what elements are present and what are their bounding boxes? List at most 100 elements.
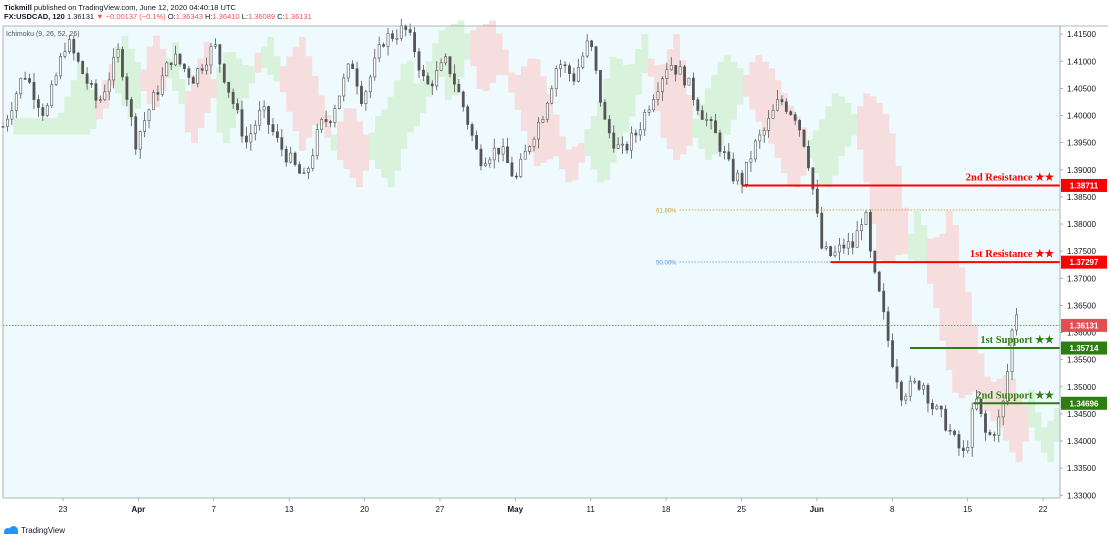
candle <box>249 133 253 143</box>
y-tick-label: 1.40500 <box>1067 84 1096 93</box>
cloud-segment <box>616 58 623 146</box>
cloud-segment <box>292 46 300 132</box>
candle <box>767 117 771 131</box>
candle <box>76 52 80 62</box>
candle <box>1010 329 1014 372</box>
candle <box>621 143 624 146</box>
cloud-segment <box>337 121 344 160</box>
cloud-segment <box>571 146 579 181</box>
candle <box>116 49 120 58</box>
x-tick-label: 11 <box>587 505 596 514</box>
candle <box>665 69 669 79</box>
candle <box>599 70 602 103</box>
candle <box>581 55 585 68</box>
cloud-segment <box>457 20 465 78</box>
candle <box>125 76 129 100</box>
candle <box>802 129 806 147</box>
candle <box>479 148 483 167</box>
cloud-segment <box>134 61 141 109</box>
cloud-segment <box>685 95 693 146</box>
high-value: 1.36410 <box>212 12 240 21</box>
candle <box>205 64 208 71</box>
cloud-segment <box>38 118 46 135</box>
cloud-segment <box>70 80 78 135</box>
candle <box>200 68 204 71</box>
candle <box>1001 400 1005 418</box>
candle <box>661 78 664 93</box>
candle <box>616 144 620 149</box>
x-tick-label: 27 <box>435 505 444 514</box>
x-tick-label: 25 <box>737 505 746 514</box>
candle <box>576 66 580 82</box>
candle <box>483 163 487 167</box>
candle <box>771 109 775 119</box>
cloud-segment <box>184 91 192 133</box>
chart-header: Tickmill published on TradingView.com, J… <box>4 3 312 21</box>
cloud-segment <box>1053 407 1061 442</box>
y-tick-label: 1.38500 <box>1067 193 1096 202</box>
candle <box>10 110 14 120</box>
candle <box>298 164 301 174</box>
cloud-segment <box>260 46 268 69</box>
candle <box>979 398 983 414</box>
cloud-segment <box>730 61 738 120</box>
candle <box>523 151 527 160</box>
candle <box>253 124 257 134</box>
candle <box>510 162 514 177</box>
cloud-segment <box>444 27 452 100</box>
cloud-segment <box>51 118 59 135</box>
candle <box>780 99 784 103</box>
x-tick-label: Apr <box>131 505 145 514</box>
candle <box>28 78 31 83</box>
cloud-segment <box>203 42 211 113</box>
cloud-segment <box>1009 378 1017 453</box>
support-price-tag-text: 1.34696 <box>1070 399 1099 408</box>
candle <box>634 132 638 136</box>
cloud-segment <box>57 112 65 135</box>
cloud-segment <box>178 79 186 105</box>
cloud-segment <box>222 52 230 144</box>
x-tick-label: 20 <box>360 505 369 514</box>
cloud-segment <box>819 119 826 185</box>
low-label: L: <box>241 12 248 21</box>
cloud-segment <box>704 88 712 160</box>
cloud-segment <box>463 33 471 60</box>
candle <box>222 63 226 83</box>
brand-name[interactable]: TradingView <box>21 526 66 535</box>
x-tick-label: May <box>508 505 524 514</box>
candle <box>930 402 934 410</box>
cloud-segment <box>394 80 401 171</box>
publisher-name[interactable]: Tickmill <box>4 3 32 12</box>
candle <box>470 124 474 136</box>
cloud-segment <box>603 78 611 181</box>
cloud-segment <box>1028 389 1036 428</box>
cloud-segment <box>298 36 306 151</box>
indicator-label[interactable]: Ichimoku (9, 26, 52, 26) <box>6 31 80 38</box>
close-label: C: <box>277 12 285 21</box>
close-value: 1.36131 <box>284 12 312 21</box>
cloud-segment <box>1047 420 1055 463</box>
candle <box>687 77 691 86</box>
candle <box>169 62 173 66</box>
cloud-segment <box>679 60 687 155</box>
candle <box>935 405 939 410</box>
candle <box>191 77 195 84</box>
candle <box>178 53 182 65</box>
open-value: 1.36343 <box>175 12 203 21</box>
cloud-segment <box>895 165 902 255</box>
cloud-segment <box>343 108 351 170</box>
candle <box>559 64 563 69</box>
support-label: 2nd Support ★★ <box>976 389 1054 401</box>
candle <box>736 172 740 182</box>
candle <box>320 119 324 130</box>
symbol-label[interactable]: FX:USDCAD, 120 <box>4 12 65 21</box>
candle <box>209 46 213 66</box>
candle <box>572 73 576 82</box>
candle <box>753 140 757 160</box>
cloud-segment <box>565 149 573 183</box>
cloud-segment <box>888 133 896 262</box>
open-label: O: <box>167 12 176 21</box>
candle <box>647 109 651 113</box>
cloud-segment <box>324 114 332 138</box>
